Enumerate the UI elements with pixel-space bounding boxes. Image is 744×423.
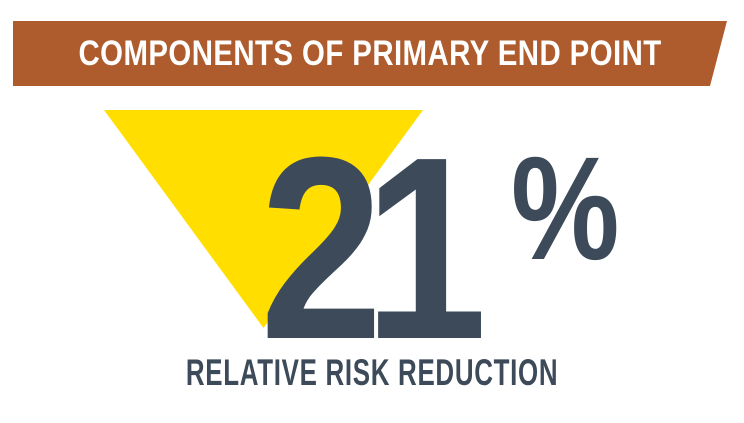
stat-percent-unit: %	[511, 127, 620, 291]
header-banner: COMPONENTS OF PRIMARY END POINT	[13, 21, 727, 86]
stat-label-row: RELATIVE RISK REDUCTION	[0, 354, 744, 391]
stat-value: 21	[260, 104, 487, 394]
stat-label: RELATIVE RISK REDUCTION	[185, 352, 559, 393]
banner-title: COMPONENTS OF PRIMARY END POINT	[78, 33, 662, 73]
